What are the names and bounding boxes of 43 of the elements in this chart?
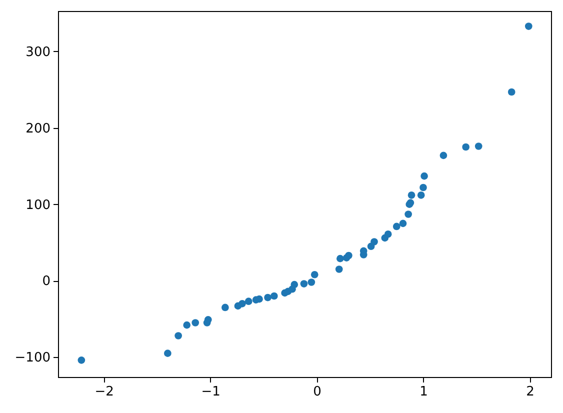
point <box>508 88 516 96</box>
point <box>399 220 407 228</box>
point <box>222 304 229 312</box>
point <box>290 280 298 288</box>
point <box>164 350 172 357</box>
x-tick-label: −1 <box>201 384 220 400</box>
point <box>370 238 378 246</box>
point <box>244 298 252 306</box>
x-tick-label: 2 <box>526 384 534 400</box>
point <box>404 210 412 218</box>
y-tick-label: 200 <box>26 121 50 136</box>
point <box>392 222 400 230</box>
point <box>417 191 425 199</box>
point <box>204 316 212 324</box>
point <box>420 184 427 192</box>
point <box>308 278 316 286</box>
point <box>345 252 352 260</box>
x-tick-label: −2 <box>94 384 114 400</box>
point <box>310 270 318 278</box>
point <box>264 294 272 302</box>
y-tick-label: 0 <box>42 274 50 290</box>
point <box>270 292 278 300</box>
x-tick-label: 0 <box>313 384 322 400</box>
point <box>78 356 86 364</box>
point <box>300 280 308 288</box>
point <box>408 191 416 199</box>
point <box>192 319 200 326</box>
point <box>462 143 470 151</box>
y-tick-label: −100 <box>14 350 50 366</box>
point <box>174 332 182 340</box>
x-tick-label: 1 <box>420 384 428 400</box>
point <box>420 172 428 180</box>
point <box>335 266 343 273</box>
point <box>238 300 246 308</box>
point <box>440 152 448 160</box>
point <box>183 321 191 329</box>
point <box>256 295 263 303</box>
point <box>524 22 532 30</box>
point <box>336 254 344 262</box>
point <box>474 142 482 150</box>
y-tick-label: 100 <box>26 198 50 213</box>
point <box>384 230 392 238</box>
y-tick-label: 300 <box>26 44 50 60</box>
